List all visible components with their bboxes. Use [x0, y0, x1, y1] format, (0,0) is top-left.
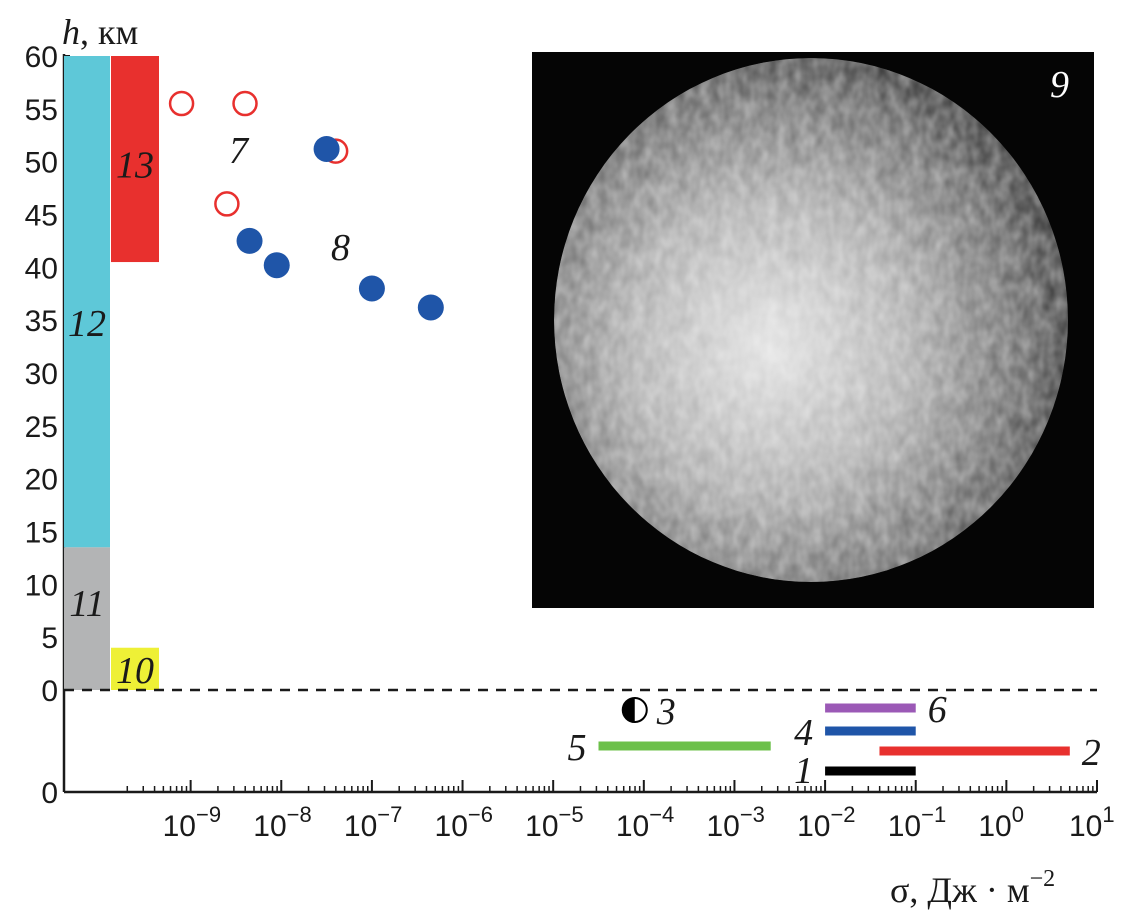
x-tick-exp: 0	[1012, 802, 1024, 827]
series-points	[168, 90, 444, 321]
sigma-range-2	[879, 746, 1070, 756]
sigma-range-4	[825, 726, 916, 736]
x-tick-exp: −1	[921, 802, 946, 827]
sigma-range-label-6: 6	[928, 689, 947, 731]
point-marker-label-3: 3	[656, 691, 676, 733]
series-8-point	[236, 227, 263, 254]
series-label-7: 7	[229, 130, 250, 172]
sigma-range-1	[825, 766, 916, 776]
series-7-point	[214, 191, 240, 217]
x-axis-title-var: σ	[890, 870, 909, 910]
sigma-range-label-4: 4	[794, 712, 813, 754]
x-ticks: 10−9 10−8 10−7 10−6 10−5 10−4 10−3 10−2 10−1 100 1…	[163, 780, 1115, 843]
x-tick-label: 10−5	[525, 802, 583, 843]
x-tick-base: 10	[706, 810, 739, 843]
y-tick-label: 35	[25, 305, 58, 338]
x-tick-base: 10	[344, 810, 377, 843]
sigma-range-label-5: 5	[568, 727, 587, 769]
y-tick-label: 0	[41, 777, 58, 810]
x-tick-exp: −8	[287, 802, 312, 827]
y-tick-label: 55	[25, 94, 58, 127]
altitude-band-label-10: 10	[116, 650, 154, 692]
x-axis-title-exp: −2	[1030, 866, 1056, 892]
x-minor-ticks	[126, 786, 1094, 792]
altitude-bands: 12 11 13 10	[64, 56, 159, 692]
y-tick-label: 20	[25, 464, 58, 497]
x-tick-label: 10−2	[797, 802, 855, 843]
x-tick-base: 10	[888, 810, 921, 843]
x-tick-base: 10	[435, 810, 468, 843]
x-tick-label: 100	[978, 802, 1024, 843]
x-tick-exp: −2	[830, 802, 855, 827]
x-tick-label: 10−1	[888, 802, 946, 843]
series-7-point	[168, 90, 195, 117]
y-tick-label: 10	[25, 569, 58, 602]
altitude-band-12	[64, 56, 110, 548]
x-tick-exp: −7	[377, 802, 402, 827]
x-tick-label: 10−7	[344, 802, 402, 843]
y-axis-title-unit: , км	[80, 12, 138, 52]
x-tick-exp: −9	[196, 802, 221, 827]
x-tick-base: 10	[616, 810, 649, 843]
x-tick-label: 10−6	[435, 802, 493, 843]
series-8-point	[358, 275, 385, 302]
altitude-band-13	[111, 56, 159, 263]
x-tick-base: 10	[978, 810, 1011, 843]
series-7-point	[232, 90, 258, 117]
x-axis-title: σ, Дж · м−2	[890, 866, 1055, 910]
sigma-range-6	[825, 703, 916, 713]
altitude-band-label-11: 11	[69, 583, 104, 625]
y-tick-label: 0	[41, 675, 58, 708]
inset-image: 9	[532, 52, 1094, 608]
x-tick-base: 10	[1069, 810, 1102, 843]
series-8-point	[417, 294, 444, 321]
point-marker-3-fill	[622, 698, 635, 722]
sigma-range-label-2: 2	[1082, 732, 1101, 774]
x-axis-title-unit: , Дж · м	[909, 870, 1029, 910]
inset-label: 9	[1050, 64, 1069, 106]
y-tick-label: 25	[25, 411, 58, 444]
x-tick-label: 10−3	[706, 802, 764, 843]
x-tick-base: 10	[253, 810, 286, 843]
altitude-band-10	[111, 647, 159, 690]
altitude-band-label-13: 13	[116, 145, 154, 187]
x-tick-label: 10−8	[253, 802, 311, 843]
altitude-band-label-12: 12	[68, 303, 106, 345]
sigma-range-5	[598, 741, 771, 751]
x-tick-exp: 1	[1102, 802, 1114, 827]
y-tick-label: 15	[25, 517, 58, 550]
x-tick-exp: −3	[740, 802, 765, 827]
x-tick-exp: −6	[468, 802, 493, 827]
y-tick-label: 5	[41, 622, 58, 655]
y-tick-label: 50	[25, 147, 58, 180]
x-tick-base: 10	[797, 810, 830, 843]
x-tick-label: 10−9	[163, 802, 221, 843]
y-tick-label: 45	[25, 200, 58, 233]
series-8-point	[313, 135, 340, 162]
y-axis-title-var: h	[62, 12, 80, 52]
y-axis-title: h, км	[62, 12, 138, 52]
x-tick-label: 10−4	[616, 802, 674, 843]
x-tick-exp: −4	[649, 802, 674, 827]
y-tick-label: 60	[25, 41, 58, 74]
altitude-band-11	[64, 547, 110, 690]
y-tick-label: 30	[25, 358, 58, 391]
y-tick-label: 40	[25, 252, 58, 285]
sigma-range-label-1: 1	[794, 750, 813, 792]
x-tick-base: 10	[525, 810, 558, 843]
x-tick-label: 101	[1069, 802, 1115, 843]
x-tick-exp: −5	[559, 802, 584, 827]
sigma-ranges: 1 2 4 5 6 3	[568, 689, 1101, 792]
planet-disk-texture	[554, 58, 1068, 582]
x-tick-base: 10	[163, 810, 196, 843]
series-label-8: 8	[331, 227, 350, 269]
series-8-point	[263, 252, 290, 279]
